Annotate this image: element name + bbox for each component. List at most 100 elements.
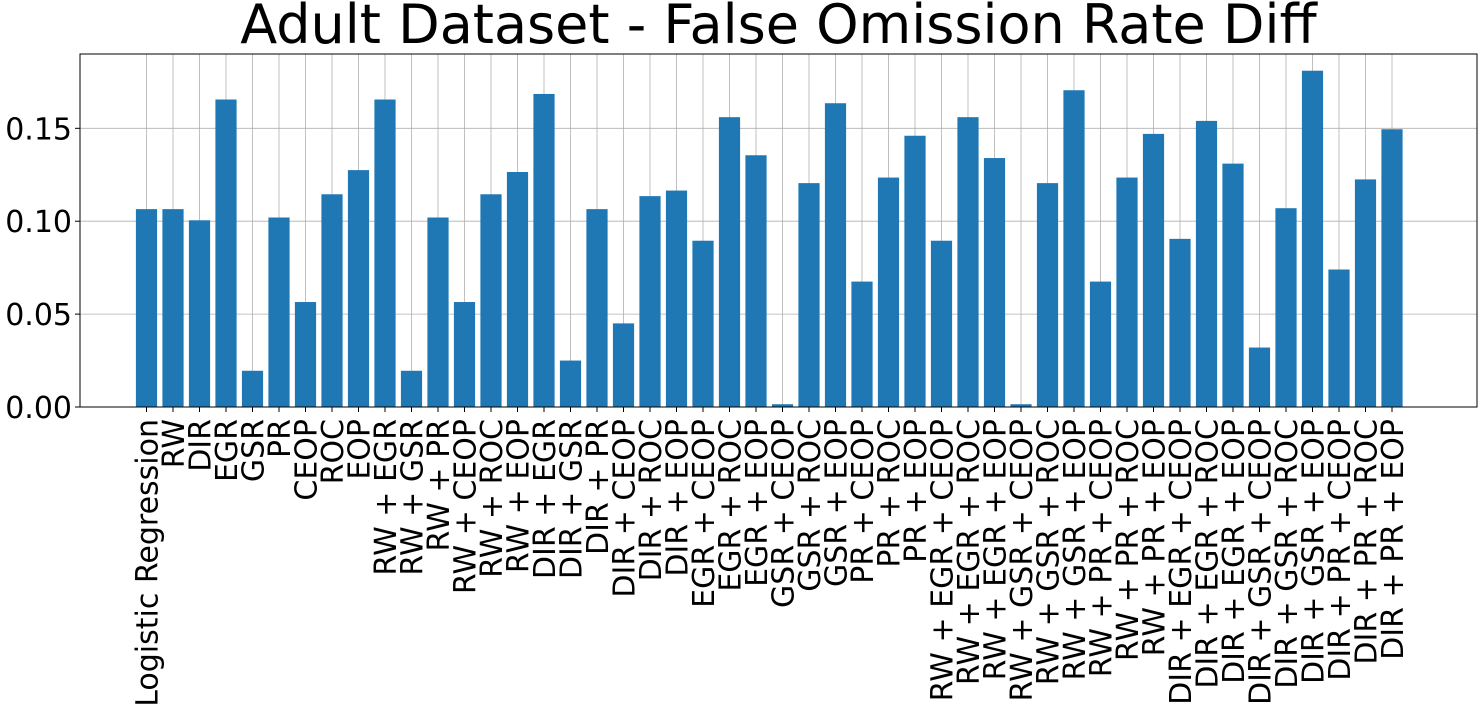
bar <box>1195 120 1218 407</box>
y-tick-label: 0.15 <box>5 112 72 147</box>
x-tick-label: PR + CEOP <box>846 419 881 584</box>
bar <box>1142 133 1165 408</box>
bar <box>930 240 953 407</box>
x-tick-label: DIR + PR + CEOP <box>1323 419 1358 681</box>
bar <box>533 93 555 408</box>
bar <box>957 117 979 407</box>
bar <box>1010 404 1032 407</box>
x-tick-label: RW + GSR + ROC <box>1032 419 1067 685</box>
x-tick-label: DIR + CEOP <box>608 419 643 598</box>
x-tick-label: DIR + GSR <box>555 419 590 579</box>
x-tick-label: EGR + EOP <box>740 419 775 587</box>
bar <box>453 302 476 407</box>
x-tick-label: DIR + EGR + CEOP <box>1164 419 1199 705</box>
x-tick-label: RW + ROC <box>475 419 510 578</box>
chart-title: Adult Dataset - False Omission Rate Diff <box>240 0 1317 56</box>
bar <box>1089 281 1112 407</box>
x-tick-label: RW + PR + CEOP <box>1085 419 1120 677</box>
bar <box>824 103 847 408</box>
bar <box>1169 238 1191 407</box>
bar <box>241 370 264 407</box>
x-tick-label: EGR + ROC <box>714 419 749 592</box>
x-tick-label: EGR + CEOP <box>687 419 722 608</box>
x-tick-label: EOP <box>343 419 378 480</box>
bars <box>135 70 1403 408</box>
x-tick-label: RW + GSR <box>396 419 431 576</box>
x-tick-label: ROC <box>316 419 351 484</box>
x-tick-label: RW + EGR + ROC <box>952 419 987 685</box>
x-tick-label: PR <box>263 419 298 458</box>
bar <box>1222 163 1244 407</box>
bar <box>692 240 714 407</box>
bar <box>1275 208 1297 407</box>
x-tick-label: RW + EGR + CEOP <box>926 419 961 701</box>
y-tick-label: 0.05 <box>5 298 72 333</box>
bar <box>347 170 370 407</box>
x-tick-label: PR + ROC <box>873 419 908 568</box>
bar <box>427 217 449 407</box>
bar <box>1354 179 1377 407</box>
bar <box>745 155 767 407</box>
x-tick-label: DIR + EOP <box>661 419 696 577</box>
x-tick-label: RW + GSR + CEOP <box>1005 419 1040 701</box>
x-tick-label: DIR + EGR <box>528 419 563 579</box>
bar <box>1248 347 1271 407</box>
x-tick-label: DIR <box>184 419 219 472</box>
bar <box>321 194 343 407</box>
y-tick-label: 0.10 <box>5 205 72 240</box>
x-tick-label: DIR + GSR + CEOP <box>1244 419 1279 705</box>
bar <box>771 404 794 407</box>
x-tick-label: DIR + EGR + ROC <box>1191 419 1226 689</box>
bar <box>559 360 582 407</box>
bar <box>268 217 290 407</box>
plot-frame <box>79 53 1478 408</box>
bar <box>904 135 926 407</box>
x-tick-label: RW + PR <box>422 419 457 551</box>
x-tick-label: GSR + EOP <box>820 419 855 587</box>
x-tick-label: RW + EGR <box>369 419 404 576</box>
bar <box>718 117 741 407</box>
bar <box>374 99 396 407</box>
x-tick-label: RW + PR + EOP <box>1138 419 1173 656</box>
bar <box>135 209 158 407</box>
bar <box>586 209 608 407</box>
bar <box>639 196 661 407</box>
bar <box>798 183 820 407</box>
y-tick-label: 0.00 <box>5 391 72 426</box>
x-tick-label: DIR + EGR + EOP <box>1217 419 1252 684</box>
x-tick-label: GSR + ROC <box>793 419 828 592</box>
x-tick-label: RW + EOP <box>502 419 537 573</box>
bar <box>877 177 900 407</box>
bar <box>1301 70 1324 407</box>
x-tick-label: DIR + GSR + EOP <box>1297 419 1332 684</box>
x-tick-label: DIR + GSR + ROC <box>1270 419 1305 689</box>
bar <box>1328 269 1350 407</box>
bar <box>1063 90 1085 408</box>
x-tick-label: GSR <box>237 419 272 482</box>
x-tick-label: PR + EOP <box>899 419 934 563</box>
bar <box>851 281 873 407</box>
x-tick-label: RW <box>157 419 192 468</box>
x-axis-ticks: Logistic RegressionRWDIREGRGSRPRCEOPROCE… <box>131 407 1411 707</box>
x-tick-label: DIR + PR + ROC <box>1350 419 1385 665</box>
bar <box>612 323 635 407</box>
x-tick-label: GSR + CEOP <box>767 419 802 608</box>
bar <box>215 99 237 407</box>
bar <box>506 171 529 407</box>
bar <box>1036 183 1059 407</box>
bar <box>294 302 317 407</box>
bar <box>983 158 1006 407</box>
bar <box>400 370 423 407</box>
x-tick-label: DIR + ROC <box>634 419 669 581</box>
x-tick-label: CEOP <box>290 419 325 501</box>
bar <box>480 194 502 407</box>
x-tick-label: RW + PR + ROC <box>1111 419 1146 661</box>
bar <box>665 190 688 407</box>
x-tick-label: RW + EGR + EOP <box>979 419 1014 680</box>
x-tick-label: DIR + PR + EOP <box>1376 419 1411 660</box>
bar <box>1381 129 1403 407</box>
bar <box>1116 177 1138 407</box>
x-tick-label: Logistic Regression <box>131 419 166 707</box>
x-tick-label: RW + GSR + EOP <box>1058 419 1093 681</box>
